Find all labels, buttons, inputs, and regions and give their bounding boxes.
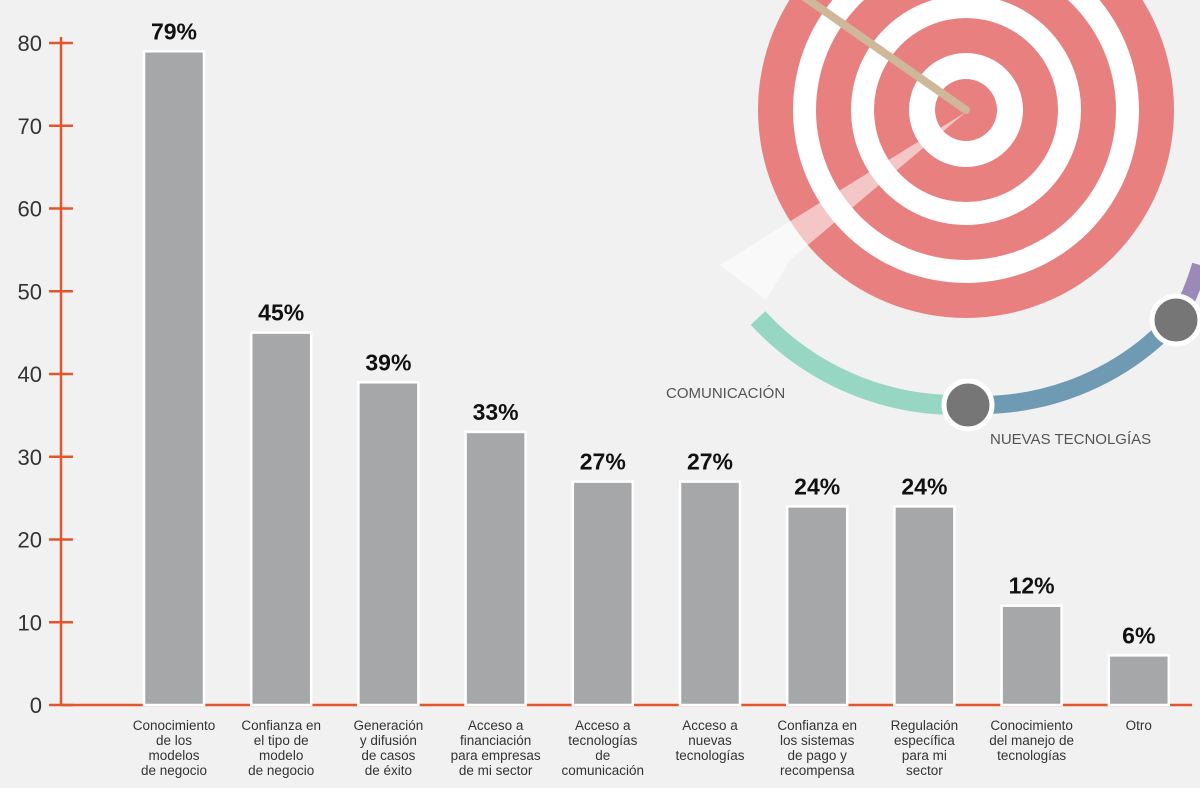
category-label: Conocimiento del manejo de tecnologías [989,718,1074,763]
bar-value-label: 79% [151,18,197,44]
category-labels: Conocimiento de los modelos de negocio Confi… [133,718,1152,778]
category-label: Confianza en los sistemas de pago y recompe… [777,718,857,778]
category-label: Acceso a nuevas tecnologías [675,718,744,763]
category-label: Acceso a tecnologías de comunicación [562,718,645,778]
category-label: Generación y difusión de casos de éxito [354,718,424,778]
bar-value-label: 39% [365,349,411,375]
blue-arc [981,318,1177,414]
ring-dot-2 [1149,293,1200,347]
category-label: Otro [1126,718,1152,733]
bar [142,50,206,707]
arrow-shaft [801,0,970,114]
bar [571,480,635,707]
bar-value-label: 24% [901,473,947,499]
bar-value-label: 33% [473,399,519,425]
comunicacion-label: COMUNICACIÓN [666,385,785,402]
y-tick-label: 20 [18,528,42,553]
bar [785,505,849,707]
y-tick-label: 10 [18,610,42,635]
category-label: Acceso a financiación para empresas de mi s… [451,718,541,778]
y-tick-label: 30 [18,445,42,470]
teal-arc [750,311,956,415]
y-tick-label: 60 [18,197,42,222]
bar-value-label: 24% [794,473,840,499]
y-tick-label: 0 [30,693,42,718]
y-tick-label: 80 [18,31,42,56]
bar [893,505,956,707]
bar-value-label: 6% [1122,622,1155,648]
bar [678,480,742,707]
bar-value-label: 27% [580,449,626,475]
category-label: Conocimiento de los modelos de negocio [133,718,216,778]
bar [357,381,420,707]
y-tick-label: 70 [18,114,42,139]
arrow-shadow [720,112,966,300]
value-labels: 79% 45% 39% 33% 27% 27% 24% 24% 12% 6% [151,18,1155,648]
category-label: Regulación específica para mi sector [891,718,959,778]
bar [1000,604,1063,707]
bar [249,331,313,707]
nuevas-tecnologias-label: NUEVAS TECNOLGÍAS [990,431,1151,448]
bar-value-label: 12% [1009,573,1055,599]
ring-dot-1 [941,378,995,432]
bar [464,430,527,707]
y-tick-label: 40 [18,362,42,387]
bars [142,50,1171,707]
target-illustration: COMUNICACIÓN NUEVAS TECNOLGÍAS [666,0,1200,448]
bar [1107,654,1171,707]
bar-value-label: 27% [687,449,733,475]
y-tick-label: 50 [18,279,42,304]
category-label: Confianza en el tipo de modelo de negocio [241,718,321,778]
bar-value-label: 45% [258,300,304,326]
